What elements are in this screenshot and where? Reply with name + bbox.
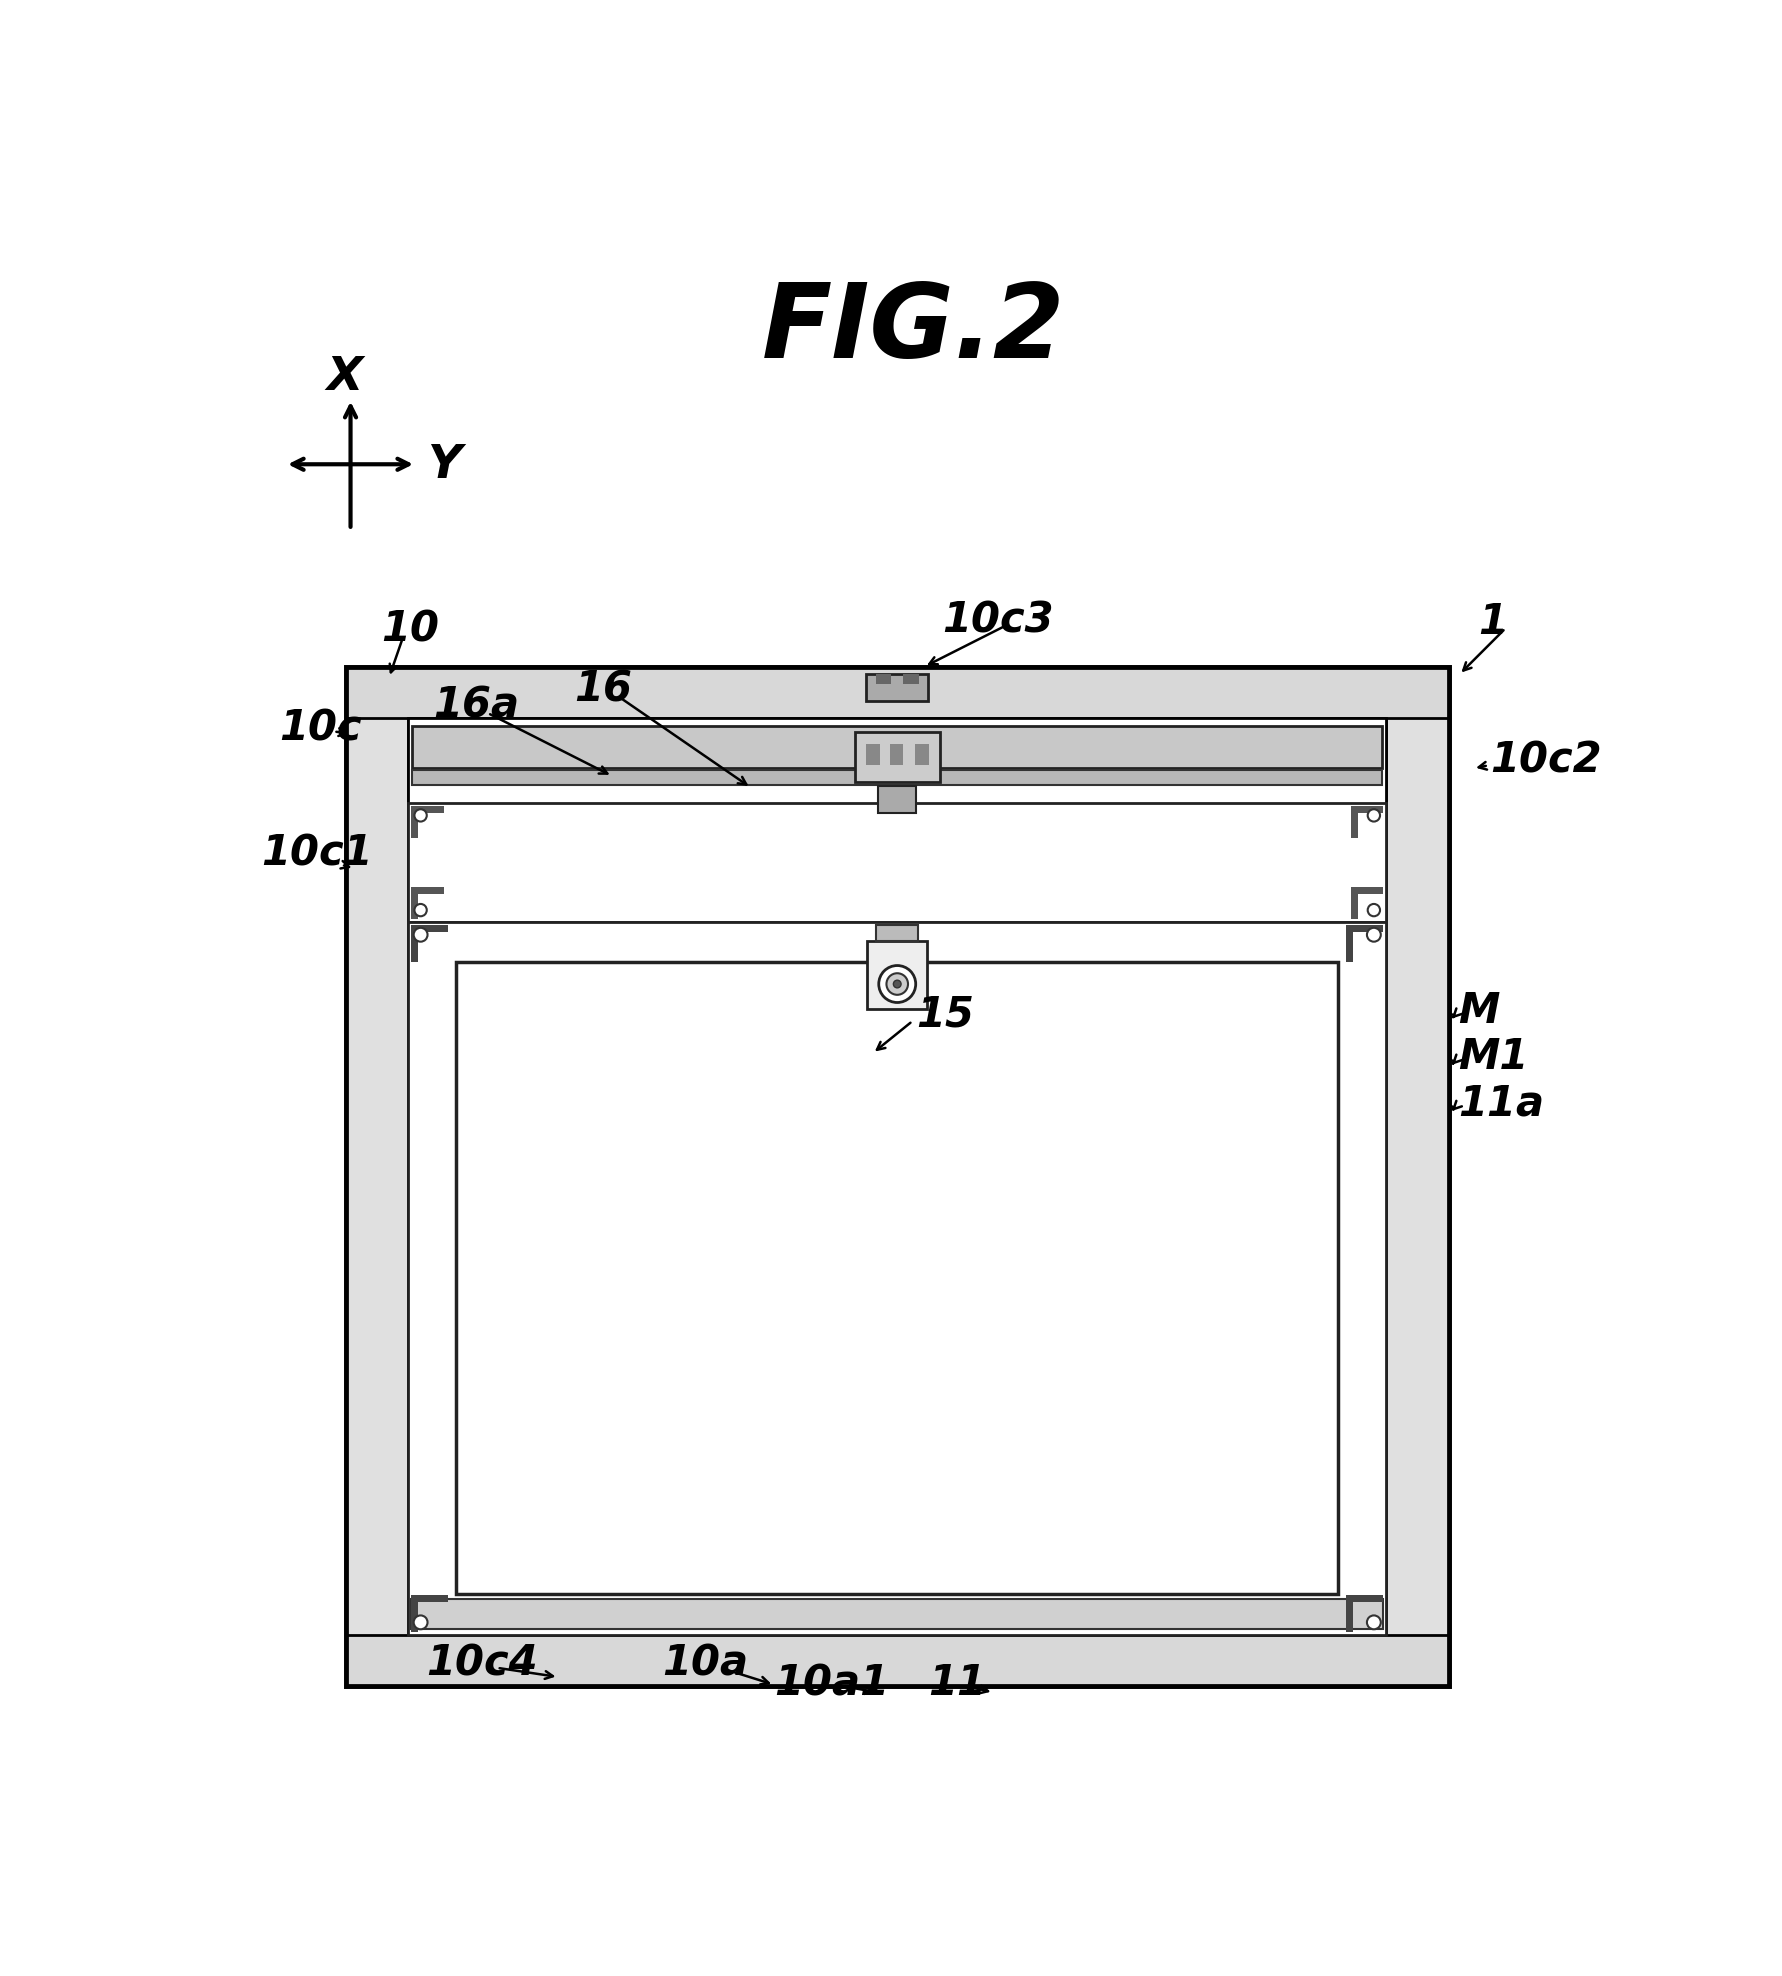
Bar [346,668,1447,719]
Text: 11a: 11a [1458,1083,1543,1124]
Text: 15: 15 [916,994,975,1035]
Bar [889,743,903,765]
Text: 10: 10 [381,609,438,650]
Bar [875,674,891,684]
Text: 10c: 10c [280,707,362,749]
Text: M1: M1 [1458,1035,1527,1079]
Bar [412,1599,1383,1628]
Text: 10a1: 10a1 [773,1662,889,1703]
Circle shape [1367,810,1379,822]
Circle shape [886,974,907,994]
Bar [412,771,1381,784]
Bar [866,674,927,701]
Text: 10a: 10a [661,1642,748,1684]
Bar [412,806,419,838]
Bar [866,941,927,1008]
Text: 10c3: 10c3 [941,599,1053,642]
Circle shape [413,1616,428,1630]
Bar [1351,887,1383,893]
Circle shape [1367,1616,1379,1630]
Bar [346,668,408,1686]
Bar [412,925,419,962]
Bar [346,1634,1447,1686]
Circle shape [893,980,900,988]
Text: 16: 16 [574,670,631,711]
Text: 10c4: 10c4 [426,1642,538,1684]
Bar [412,1595,447,1603]
Bar [1345,925,1353,962]
Text: Y: Y [426,443,462,488]
Text: M: M [1458,990,1499,1031]
Bar [408,719,1385,923]
Bar [1345,1595,1383,1603]
Bar [866,743,880,765]
Bar [1351,887,1356,919]
Circle shape [413,929,428,943]
Bar [412,725,1381,769]
Text: X: X [326,356,362,399]
Bar [412,925,447,933]
Bar [412,806,444,812]
Bar [877,786,916,812]
Text: 1: 1 [1477,601,1508,642]
Text: FIG.2: FIG.2 [761,279,1066,381]
Bar [412,1595,419,1632]
Bar [1351,806,1383,812]
Bar [412,887,444,893]
Bar [1345,925,1383,933]
Bar [1345,1595,1353,1632]
Bar [408,923,1385,1634]
Text: 10c1: 10c1 [262,832,372,873]
Text: 16a: 16a [433,684,520,727]
Text: 11: 11 [927,1662,985,1703]
Bar [346,668,1447,1686]
Bar [1385,668,1447,1686]
Circle shape [879,966,916,1002]
Circle shape [413,810,426,822]
Circle shape [1367,903,1379,917]
Bar [412,887,419,919]
Bar [903,674,918,684]
Bar [456,962,1338,1595]
Circle shape [413,903,426,917]
Bar [877,925,918,941]
Bar [914,743,928,765]
Text: 10c2: 10c2 [1490,739,1600,782]
Circle shape [1367,929,1379,943]
Bar [1351,806,1356,838]
Bar [408,802,1385,923]
Bar [854,733,939,782]
